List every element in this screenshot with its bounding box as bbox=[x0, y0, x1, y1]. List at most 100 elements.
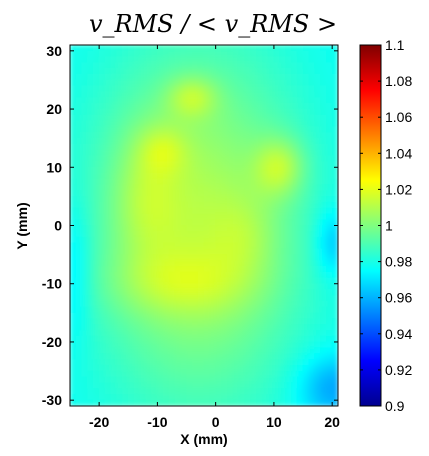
heatmap-cell bbox=[133, 248, 141, 255]
heatmap-cell bbox=[110, 330, 117, 337]
heatmap-cell bbox=[87, 108, 94, 116]
heatmap-plot-area bbox=[69, 44, 339, 407]
heatmap-cell bbox=[145, 219, 152, 226]
heatmap-cell bbox=[326, 155, 333, 162]
heatmap-cell bbox=[180, 236, 187, 244]
heatmap-cell bbox=[209, 56, 216, 63]
heatmap-cell bbox=[227, 132, 234, 139]
heatmap-cell bbox=[122, 85, 129, 92]
heatmap-cell bbox=[116, 85, 123, 92]
heatmap-cell bbox=[81, 312, 88, 319]
heatmap-cell bbox=[308, 242, 315, 250]
heatmap-cell bbox=[331, 219, 339, 226]
heatmap-cell bbox=[244, 324, 251, 331]
heatmap-cell bbox=[162, 219, 170, 226]
heatmap-cell bbox=[192, 399, 199, 407]
heatmap-cell bbox=[273, 324, 281, 331]
heatmap-cell bbox=[75, 219, 82, 226]
heatmap-cell bbox=[256, 196, 263, 203]
heatmap-cell bbox=[93, 62, 100, 69]
heatmap-cell bbox=[203, 97, 211, 104]
heatmap-cell bbox=[116, 330, 123, 337]
heatmap-cell bbox=[285, 172, 292, 180]
heatmap-cell bbox=[180, 318, 187, 325]
heatmap-cell bbox=[209, 172, 216, 180]
heatmap-cell bbox=[98, 67, 106, 75]
heatmap-cell bbox=[151, 382, 158, 389]
heatmap-cell bbox=[197, 190, 205, 197]
heatmap-cell bbox=[98, 370, 106, 378]
heatmap-cell bbox=[221, 399, 228, 407]
heatmap-cell bbox=[331, 364, 339, 372]
heatmap-cell bbox=[273, 201, 281, 209]
heatmap-cell bbox=[87, 62, 94, 69]
heatmap-cell bbox=[267, 399, 275, 407]
heatmap-cell bbox=[326, 137, 333, 145]
heatmap-cell bbox=[215, 254, 222, 261]
heatmap-cell bbox=[209, 277, 216, 285]
heatmap-cell bbox=[81, 132, 88, 139]
heatmap-cell bbox=[110, 260, 117, 267]
heatmap-cell bbox=[87, 67, 94, 75]
heatmap-cell bbox=[209, 330, 216, 337]
heatmap-cell bbox=[127, 248, 135, 255]
heatmap-cell bbox=[291, 277, 298, 285]
heatmap-cell bbox=[291, 359, 298, 366]
heatmap-cell bbox=[93, 73, 100, 81]
heatmap-cell bbox=[186, 265, 193, 273]
heatmap-cell bbox=[93, 318, 100, 325]
heatmap-cell bbox=[232, 242, 240, 250]
heatmap-cell bbox=[279, 225, 286, 232]
heatmap-cell bbox=[279, 213, 286, 220]
heatmap-cell bbox=[151, 67, 158, 75]
heatmap-cell bbox=[110, 108, 117, 116]
heatmap-cell bbox=[151, 364, 158, 372]
heatmap-cell bbox=[256, 62, 263, 69]
heatmap-cell bbox=[331, 97, 339, 104]
heatmap-cell bbox=[110, 289, 117, 296]
heatmap-cell bbox=[227, 120, 234, 127]
heatmap-cell bbox=[244, 120, 251, 127]
heatmap-cell bbox=[93, 137, 100, 145]
heatmap-cell bbox=[320, 184, 327, 191]
heatmap-cell bbox=[291, 79, 298, 87]
heatmap-cell bbox=[104, 120, 112, 127]
heatmap-cell bbox=[261, 394, 269, 401]
heatmap-cell bbox=[291, 376, 298, 384]
heatmap-cell bbox=[209, 271, 216, 279]
heatmap-cell bbox=[104, 137, 112, 145]
heatmap-cell bbox=[81, 108, 88, 116]
heatmap-cell bbox=[203, 137, 211, 145]
heatmap-cell bbox=[209, 108, 216, 116]
heatmap-cell bbox=[244, 353, 251, 360]
heatmap-cell bbox=[238, 213, 246, 220]
heatmap-cell bbox=[122, 201, 129, 209]
heatmap-cell bbox=[122, 196, 129, 203]
heatmap-cell bbox=[279, 353, 286, 360]
heatmap-cell bbox=[267, 126, 275, 133]
heatmap-cell bbox=[192, 370, 199, 378]
heatmap-cell bbox=[250, 213, 257, 220]
heatmap-cell bbox=[168, 166, 176, 174]
heatmap-cell bbox=[186, 364, 193, 372]
heatmap-cell bbox=[302, 295, 310, 302]
heatmap-cell bbox=[203, 330, 211, 337]
heatmap-cell bbox=[127, 172, 135, 180]
heatmap-cell bbox=[151, 295, 158, 302]
heatmap-cell bbox=[296, 143, 304, 151]
heatmap-cell bbox=[69, 126, 77, 133]
heatmap-cell bbox=[296, 213, 304, 220]
heatmap-cell bbox=[157, 207, 164, 215]
heatmap-cell bbox=[273, 79, 281, 87]
heatmap-cell bbox=[174, 260, 181, 267]
heatmap-cell bbox=[238, 306, 246, 314]
heatmap-cell bbox=[203, 161, 211, 168]
heatmap-cell bbox=[273, 265, 281, 273]
heatmap-cell bbox=[326, 79, 333, 87]
heatmap-cell bbox=[227, 306, 234, 314]
heatmap-cell bbox=[320, 330, 327, 337]
heatmap-cell bbox=[279, 132, 286, 139]
heatmap-cell bbox=[273, 225, 281, 232]
heatmap-cell bbox=[279, 306, 286, 314]
heatmap-cell bbox=[93, 283, 100, 290]
